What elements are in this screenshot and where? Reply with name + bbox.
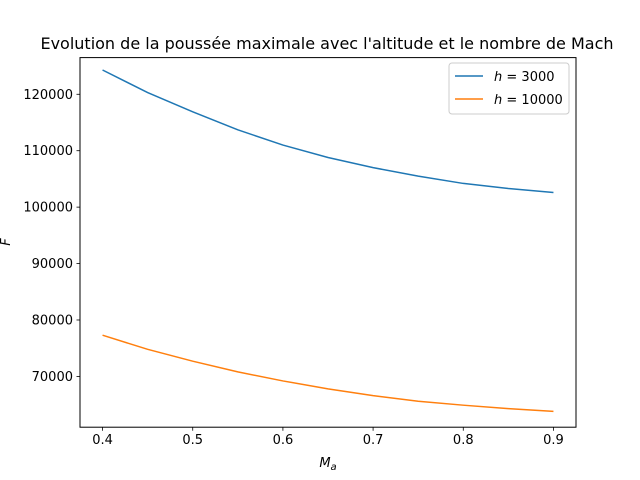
legend-label-h3000: h = 3000 (494, 70, 555, 85)
x-axis-label-subscript: a (331, 462, 337, 473)
y-tick-label: 70000 (32, 370, 73, 385)
legend-eq-h10000: = (502, 93, 521, 108)
legend: h = 3000 h = 10000 (448, 62, 570, 115)
y-tick-label: 90000 (32, 257, 73, 272)
y-tick-label: 120000 (23, 88, 73, 103)
series-line-0 (102, 69, 554, 194)
x-tick-label: 0.8 (453, 433, 474, 448)
y-axis-label: F (0, 238, 14, 246)
x-axis-ticks: 0.4 0.5 0.6 0.7 0.8 0.9 (92, 427, 564, 448)
chart-title: Evolution de la poussée maximale avec l'… (40, 34, 613, 53)
legend-var-h3000: h (494, 70, 502, 85)
x-tick-label: 0.6 (273, 433, 294, 448)
x-tick-label: 0.7 (363, 433, 384, 448)
y-tick-label: 110000 (23, 144, 73, 159)
legend-label-h10000: h = 10000 (494, 93, 563, 108)
y-axis-ticks: 70000 80000 90000 100000 110000 120000 (23, 88, 80, 385)
legend-var-h10000: h (494, 93, 502, 108)
x-tick-label: 0.5 (182, 433, 203, 448)
legend-value-h3000: 3000 (521, 70, 554, 85)
plot-lines (102, 69, 554, 413)
x-tick-label: 0.4 (92, 433, 113, 448)
legend-eq-h3000: = (502, 70, 521, 85)
x-axis-label: Ma (319, 456, 336, 473)
legend-value-h10000: 10000 (521, 93, 562, 108)
x-axis-label-main: M (319, 456, 330, 471)
x-tick-label: 0.9 (543, 433, 564, 448)
plot-frame (79, 57, 577, 428)
series-line-1 (102, 334, 554, 413)
y-tick-label: 100000 (23, 201, 73, 216)
y-tick-label: 80000 (32, 313, 73, 328)
